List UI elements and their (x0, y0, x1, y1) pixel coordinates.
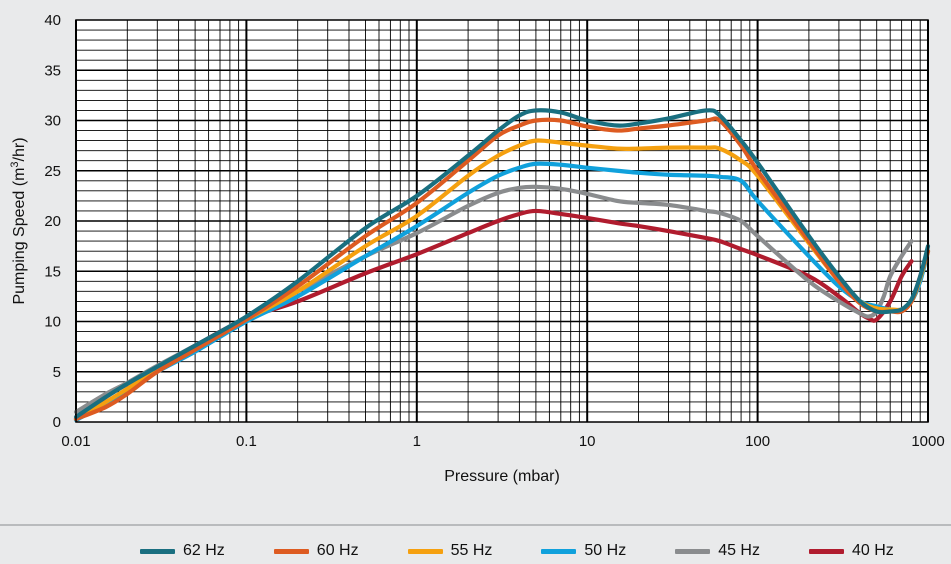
y-tick-label: 0 (53, 414, 61, 431)
y-tick-label: 20 (44, 213, 61, 230)
plot-frame (75, 19, 929, 423)
x-tick-label: 0.1 (236, 433, 257, 450)
y-tick-label: 35 (44, 62, 61, 79)
legend-label: 55 Hz (450, 542, 493, 559)
legend-swatch (808, 548, 844, 554)
legend-item-55-hz: 55 Hz (407, 542, 493, 560)
legend-swatch (675, 548, 711, 554)
x-tick-label: 10 (579, 433, 596, 450)
legend-label: 40 Hz (851, 542, 894, 559)
series-line-62-hz (73, 108, 931, 420)
y-tick-labels: 0 5 10 15 20 25 30 35 40 (44, 12, 61, 431)
x-tick-label: 100 (745, 433, 770, 450)
legend-swatch (140, 548, 175, 554)
legend-swatch (541, 548, 577, 554)
y-tick-label: 5 (53, 364, 61, 381)
x-tick-label: 1 (413, 433, 421, 450)
legend-swatch (407, 548, 443, 554)
legend-item-45-hz: 45 Hz (675, 542, 760, 560)
legend-label: 45 Hz (718, 542, 760, 559)
y-tick-label: 40 (44, 12, 61, 29)
y-tick-label: 30 (44, 113, 61, 130)
y-tick-label: 15 (44, 263, 61, 280)
major-grid (75, 20, 929, 422)
legend-label: 60 Hz (316, 542, 359, 559)
x-tick-label: 1000 (911, 433, 944, 450)
y-axis-title: Pumping Speed (m3/hr) (9, 137, 28, 304)
pumping-speed-chart: 0.01 0.1 1 10 100 1000 0 5 10 15 20 25 30 35 40 Press… (9, 12, 945, 485)
series-lines (73, 108, 931, 423)
legend: 62 Hz 60 Hz 55 Hz 50 Hz 45 Hz 40 Hz (140, 541, 894, 561)
legend-item-62-hz: 62 Hz (140, 542, 225, 560)
y-axis-title-superscript: 3 (9, 161, 21, 167)
x-axis-title: Pressure (mbar) (444, 468, 560, 485)
legend-swatch (273, 548, 309, 554)
legend-label: 50 Hz (584, 542, 627, 559)
legend-item-50-hz: 50 Hz (541, 542, 626, 560)
legend-divider (0, 524, 951, 526)
y-tick-label: 25 (44, 163, 61, 180)
legend-item-40-hz: 40 Hz (808, 542, 894, 560)
legend-label: 62 Hz (183, 542, 225, 559)
y-tick-label: 10 (44, 314, 61, 331)
x-tick-labels: 0.01 0.1 1 10 100 1000 (61, 433, 944, 450)
legend-item-60-hz: 60 Hz (273, 542, 359, 560)
x-tick-label: 0.01 (61, 433, 90, 450)
